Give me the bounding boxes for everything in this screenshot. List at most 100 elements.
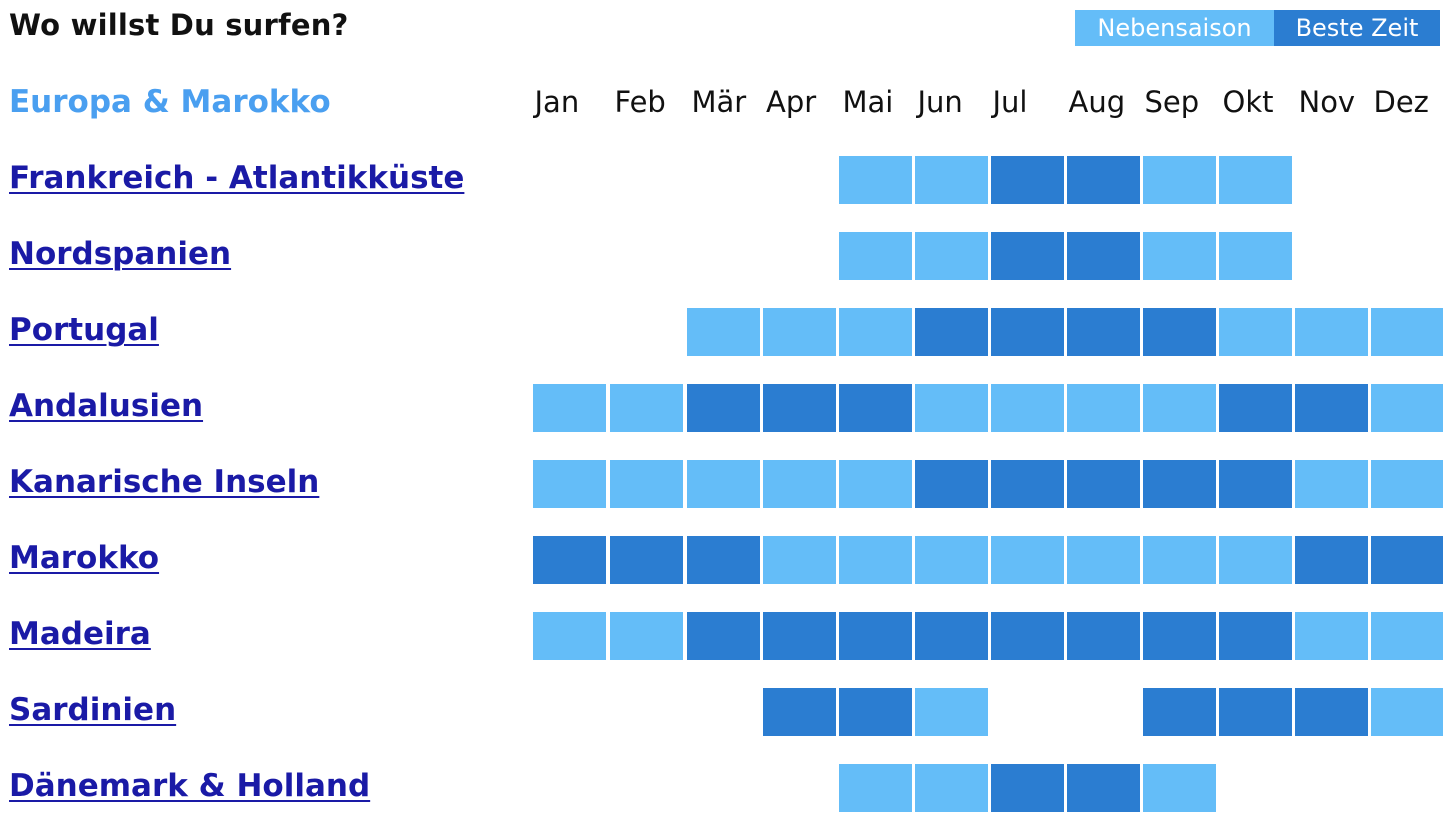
best-time-cell	[991, 232, 1064, 280]
off-season-cell	[1219, 232, 1292, 280]
region-link[interactable]: Andalusien	[9, 388, 204, 424]
off-season-cell	[1295, 460, 1368, 508]
best-time-cell	[991, 308, 1064, 356]
off-season-cell	[1219, 536, 1292, 584]
best-time-cell	[915, 460, 988, 508]
region-link[interactable]: Kanarische Inseln	[9, 464, 320, 500]
best-time-cell	[1371, 536, 1443, 584]
best-time-cell	[991, 764, 1064, 812]
best-time-cell	[1067, 612, 1140, 660]
off-season-cell	[915, 536, 988, 584]
best-time-cell	[1219, 612, 1292, 660]
page-title: Wo willst Du surfen?	[9, 8, 349, 42]
best-time-cell	[763, 688, 836, 736]
month-label: Okt	[1222, 85, 1274, 119]
off-season-cell	[839, 232, 912, 280]
month-label: Dez	[1373, 85, 1429, 119]
month-label: Aug	[1068, 85, 1126, 119]
off-season-cell	[533, 460, 606, 508]
best-time-cell	[839, 688, 912, 736]
region-link[interactable]: Nordspanien	[9, 236, 232, 272]
off-season-cell	[763, 460, 836, 508]
region-link[interactable]: Dänemark & Holland	[9, 768, 371, 804]
off-season-cell	[687, 308, 760, 356]
best-time-cell	[1219, 384, 1292, 432]
month-label: Jan	[534, 85, 580, 119]
legend-best-time: Beste Zeit	[1274, 10, 1440, 46]
best-time-cell	[1067, 308, 1140, 356]
off-season-cell	[1295, 612, 1368, 660]
season-legend: Nebensaison Beste Zeit	[1075, 10, 1440, 46]
off-season-cell	[763, 308, 836, 356]
off-season-cell	[915, 688, 988, 736]
off-season-cell	[839, 536, 912, 584]
best-time-cell	[1219, 460, 1292, 508]
best-time-cell	[1067, 156, 1140, 204]
legend-off-season: Nebensaison	[1075, 10, 1274, 46]
best-time-cell	[763, 612, 836, 660]
month-label: Mai	[842, 85, 894, 119]
month-label: Sep	[1144, 85, 1200, 119]
off-season-cell	[915, 384, 988, 432]
off-season-cell	[533, 612, 606, 660]
best-time-cell	[1295, 536, 1368, 584]
best-time-cell	[610, 536, 683, 584]
off-season-cell	[1219, 308, 1292, 356]
off-season-cell	[1371, 384, 1443, 432]
off-season-cell	[915, 156, 988, 204]
off-season-cell	[1295, 308, 1368, 356]
off-season-cell	[610, 384, 683, 432]
off-season-cell	[1371, 612, 1443, 660]
month-label: Nov	[1298, 85, 1356, 119]
best-time-cell	[533, 536, 606, 584]
off-season-cell	[1143, 156, 1216, 204]
off-season-cell	[839, 764, 912, 812]
off-season-cell	[1219, 156, 1292, 204]
month-label: Feb	[614, 85, 666, 119]
best-time-cell	[1143, 612, 1216, 660]
region-link[interactable]: Portugal	[9, 312, 159, 348]
best-time-cell	[1143, 688, 1216, 736]
off-season-cell	[991, 384, 1064, 432]
off-season-cell	[1371, 688, 1443, 736]
month-label: Mär	[691, 85, 747, 119]
off-season-cell	[991, 536, 1064, 584]
off-season-cell	[610, 612, 683, 660]
off-season-cell	[839, 308, 912, 356]
best-time-cell	[763, 384, 836, 432]
off-season-cell	[1143, 232, 1216, 280]
off-season-cell	[1067, 384, 1140, 432]
month-label: Jun	[917, 85, 963, 119]
off-season-cell	[1143, 384, 1216, 432]
off-season-cell	[610, 460, 683, 508]
best-time-cell	[839, 384, 912, 432]
best-time-cell	[687, 612, 760, 660]
best-time-cell	[1067, 764, 1140, 812]
off-season-cell	[839, 460, 912, 508]
off-season-cell	[533, 384, 606, 432]
best-time-cell	[1295, 688, 1368, 736]
off-season-cell	[1143, 764, 1216, 812]
off-season-cell	[915, 232, 988, 280]
best-time-cell	[1067, 460, 1140, 508]
best-time-cell	[1067, 232, 1140, 280]
best-time-cell	[991, 460, 1064, 508]
best-time-cell	[1219, 688, 1292, 736]
off-season-cell	[1067, 536, 1140, 584]
region-link[interactable]: Marokko	[9, 540, 160, 576]
off-season-cell	[1371, 460, 1443, 508]
off-season-cell	[763, 536, 836, 584]
region-link[interactable]: Frankreich - Atlantikküste	[9, 160, 465, 196]
best-time-cell	[1143, 460, 1216, 508]
month-label: Jul	[992, 85, 1028, 119]
region-link[interactable]: Madeira	[9, 616, 151, 652]
region-heading: Europa & Marokko	[9, 84, 331, 120]
off-season-cell	[1143, 536, 1216, 584]
best-time-cell	[839, 612, 912, 660]
best-time-cell	[1143, 308, 1216, 356]
region-link[interactable]: Sardinien	[9, 692, 177, 728]
best-time-cell	[991, 156, 1064, 204]
best-time-cell	[915, 612, 988, 660]
best-time-cell	[915, 308, 988, 356]
best-time-cell	[1295, 384, 1368, 432]
